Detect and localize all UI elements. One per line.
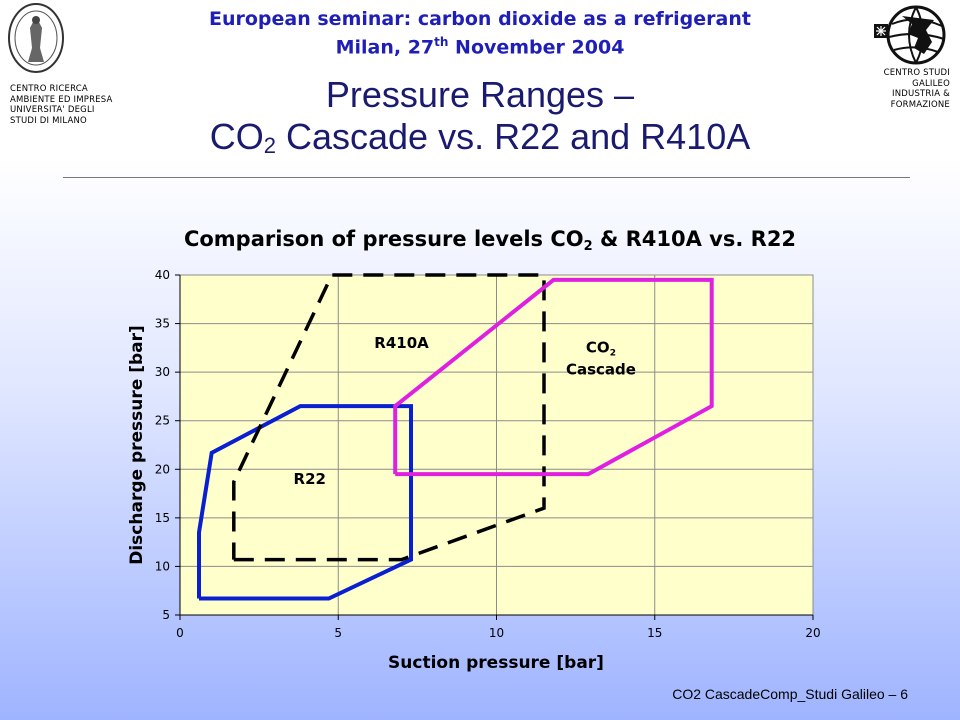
slide-title-line2: CO2 Cascade vs. R22 and R410A [120,116,840,167]
x-axis-label: Suction pressure [bar] [388,653,604,673]
title-divider [63,177,910,178]
y-tick-label: 5 [162,608,170,622]
x-tick-label: 10 [489,626,504,640]
x-tick-label: 15 [647,626,662,640]
slide-title-co: CO [209,116,264,157]
seminar-date-line: Milan, 27th November 2004 [200,31,760,59]
slide-title: Pressure Ranges – CO2 Cascade vs. R22 an… [120,74,840,167]
x-tick-label: 5 [334,626,342,640]
right-caption-line: FORMAZIONE [890,99,950,110]
left-caption-line: STUDI DI MILANO [10,115,87,126]
left-logo-caption: CENTRO RICERCA AMBIENTE ED IMPRESA UNIVE… [10,84,140,126]
slide-title-rest: Cascade vs. R22 and R410A [275,116,751,157]
series-label: R410A [374,334,429,352]
x-tick-label: 20 [805,626,820,640]
right-caption-line: INDUSTRIA & [892,89,950,99]
left-caption-line: UNIVERSITA' DEGLI [10,105,95,115]
slide-footer: CO2 CascadeComp_Studi Galileo – 6 [672,686,908,702]
series-r410a-envelope [232,273,546,562]
series-label: Cascade [566,361,636,379]
seminar-date-sup: th [434,35,449,49]
chart-title: Comparison of pressure levels CO2 & R410… [184,227,796,254]
series-co2-cascade-envelope [393,277,714,477]
seminar-title-line: European seminar: carbon dioxide as a re… [209,8,751,30]
chart-title-pre: Comparison of pressure levels CO [184,227,584,251]
chart-title-sub: 2 [584,239,593,254]
y-tick-label: 30 [155,365,170,379]
y-tick-label: 25 [155,414,170,428]
seminar-date-post: November 2004 [448,36,625,59]
y-axis-label: Discharge pressure [bar] [127,325,147,565]
left-caption-line: CENTRO RICERCA [10,84,88,94]
series-labels: R22 R410A CO2 Cascade [294,334,636,488]
series-r22-envelope [197,404,413,601]
slide-title-sub: 2 [263,133,276,158]
seminar-header: European seminar: carbon dioxide as a re… [200,8,760,59]
series-label: R22 [294,470,326,488]
y-tick-label: 10 [155,559,170,573]
left-caption-line: AMBIENTE ED IMPRESA [10,94,113,105]
pressure-comparison-chart: Comparison of pressure levels CO2 & R410… [127,227,821,673]
y-tick-label: 40 [155,268,170,282]
y-tick-label: 35 [155,317,170,331]
centro-studi-galileo-logo [874,5,946,65]
y-tick-label: 20 [155,462,170,476]
series-layer [197,273,714,601]
right-caption-line: GALILEO [912,78,950,89]
slide-title-line1: Pressure Ranges – [325,74,635,115]
chart-title-post: & R410A vs. R22 [593,227,796,251]
y-tick-label: 15 [155,511,170,525]
right-logo-caption: CENTRO STUDI GALILEO INDUSTRIA & FORMAZI… [860,68,950,110]
university-seal-logo [6,0,66,80]
x-tick-label: 0 [176,626,184,640]
series-label: CO2 [586,339,616,359]
seminar-date-pre: Milan, 27 [335,36,435,59]
right-caption-line: CENTRO STUDI [883,68,950,78]
